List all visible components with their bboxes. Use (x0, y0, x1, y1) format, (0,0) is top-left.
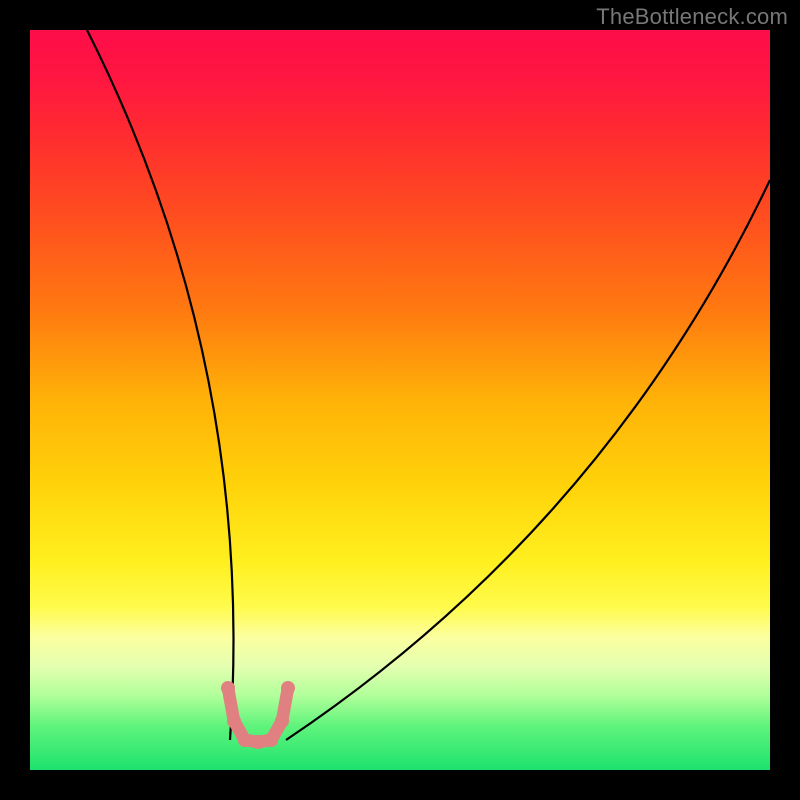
figure-canvas: TheBottleneck.com (0, 0, 800, 800)
bottleneck-plot (30, 30, 770, 770)
watermark-label: TheBottleneck.com (596, 4, 788, 30)
plot-svg (30, 30, 770, 770)
